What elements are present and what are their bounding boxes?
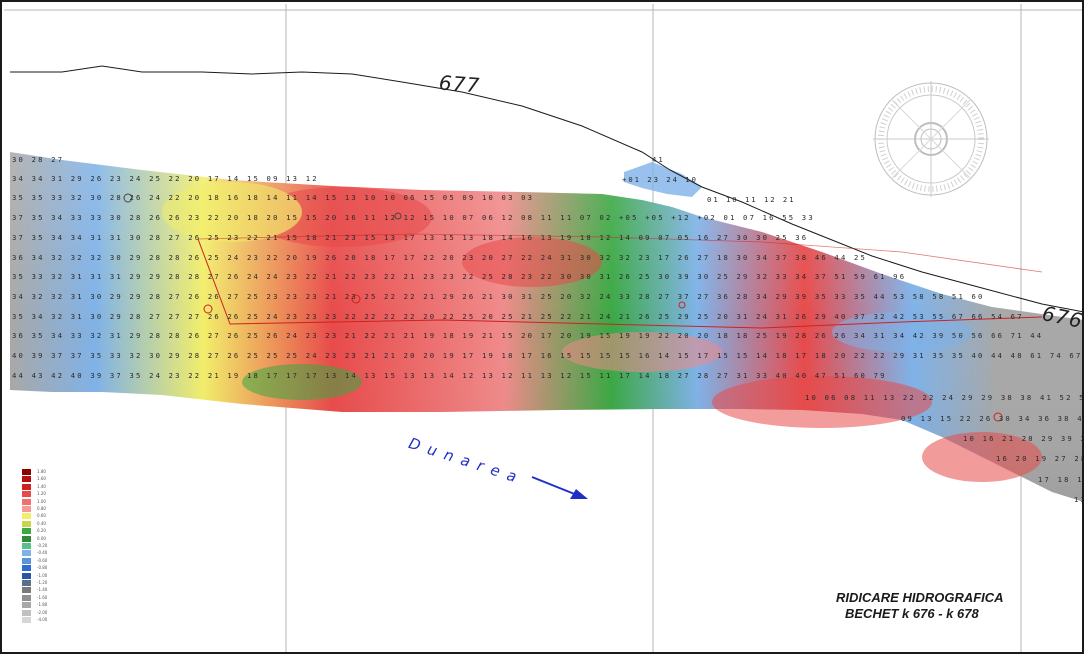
legend-label: -2.00 [37,609,48,615]
legend-swatch [22,491,31,498]
legend-label: 1.00 [37,498,46,504]
legend-swatch [22,580,31,586]
legend-swatch [22,498,31,505]
island-row: 01 10 11 12 21 [707,195,796,204]
survey-points [123,193,1003,422]
legend-swatch [22,506,31,512]
legend-label: -1.80 [37,602,48,608]
depth-row: 34 34 31 29 26 23 24 25 22 20 17 14 15 0… [12,174,319,183]
legend-swatch [22,528,31,535]
legend-swatch [22,587,31,594]
legend-swatch [22,535,31,542]
island-row: +01 23 24 10 [622,175,698,184]
legend-label: -1.40 [37,587,48,593]
depth-row: 35 35 33 32 30 28 26 24 22 20 18 16 18 1… [12,193,534,202]
map-title: RIDICARE HIDROGRAFICA BECHET k 676 - k 6… [836,590,1004,622]
flow-arrow-icon [531,476,588,499]
legend-swatch [22,572,31,579]
depth-row: 36 34 32 32 32 30 29 28 28 26 25 24 23 2… [12,253,867,262]
island-row: 41 [652,155,665,164]
depth-row: 17 18 19 [1038,475,1084,484]
depth-patches [162,182,1042,482]
depth-row: 36 35 34 33 32 31 29 28 28 26 27 26 25 2… [12,331,1043,340]
legend-swatch [22,602,31,609]
legend-label: 0.80 [37,506,46,511]
legend-swatch [22,594,31,601]
legend-label: 1.40 [37,483,46,489]
depth-row: 35 33 32 31 31 31 29 29 28 28 27 26 24 2… [12,272,906,281]
legend-swatch [22,617,31,623]
island-bar [624,162,702,197]
title-line-1: RIDICARE HIDROGRAFICA [836,590,1004,605]
depth-row: 34 32 32 31 30 29 29 28 27 26 26 27 25 2… [12,292,985,301]
legend-label: -1.60 [37,594,48,600]
depth-row: 40 39 37 37 35 33 32 30 29 28 27 26 25 2… [12,351,1084,360]
depth-row: 10 16 21 28 29 39 35 [963,434,1084,443]
bank-line-upper [10,65,1082,313]
depth-legend: 1.80 1.60 1.40 1.20 1.00 0.80 0.60 0.40 0.20 0.00… [22,469,47,625]
legend-swatch [22,550,31,557]
legend-label: 1.60 [37,476,46,482]
legend-swatch [22,520,31,527]
depth-row: 30 28 27 [12,155,64,164]
legend-label: -1.00 [37,572,48,578]
depth-row: 37 35 34 34 31 31 30 28 27 26 25 23 22 2… [12,233,808,242]
depth-row: 09 13 15 22 26 30 34 36 38 45 [901,414,1084,423]
depth-row: 37 35 34 33 33 30 28 26 26 23 22 20 18 2… [12,213,815,222]
legend-label: -0.40 [37,550,48,556]
legend-swatch [22,609,31,616]
depth-row: 13 [1074,495,1084,504]
legend-label: -0.20 [37,543,48,548]
depth-row: 35 34 32 31 30 29 28 27 27 27 26 26 25 2… [12,312,1024,321]
depth-row: 16 20 19 27 28 [996,454,1084,463]
navigation-route [197,238,1043,329]
legend-label: -0.80 [37,565,48,571]
island-soundings: 41 +01 23 24 10 01 10 11 12 21 [622,155,796,204]
km-marker-677: 677 [438,70,481,98]
legend-swatch [22,557,31,564]
depth-row: 44 43 42 40 39 37 35 24 23 22 21 19 18 1… [12,371,887,380]
legend-label: 0.40 [37,520,46,526]
legend-swatch [22,469,31,475]
legend-label: 0.60 [37,513,46,519]
legend-label: -4.00 [37,617,48,622]
legend-label: 0.20 [37,528,46,534]
compass-rose-icon [873,81,989,197]
legend-swatch [22,476,31,483]
legend-swatch [22,565,31,572]
legend-swatch [22,543,31,549]
legend-swatch [22,513,31,520]
depth-row: 10 06 08 11 13 22 22 24 29 29 38 38 41 5… [805,393,1084,402]
legend-label: 1.20 [37,491,46,497]
legend-swatch [22,483,31,490]
legend-label: -0.60 [37,557,48,563]
depth-soundings: 30 28 27 34 34 31 29 26 23 24 25 22 20 17… [12,155,1084,504]
legend-label: 0.00 [37,535,46,541]
legend-label: -1.20 [37,580,48,585]
title-line-2: BECHET k 676 - k 678 [845,606,979,621]
legend-label: 1.80 [37,469,46,474]
